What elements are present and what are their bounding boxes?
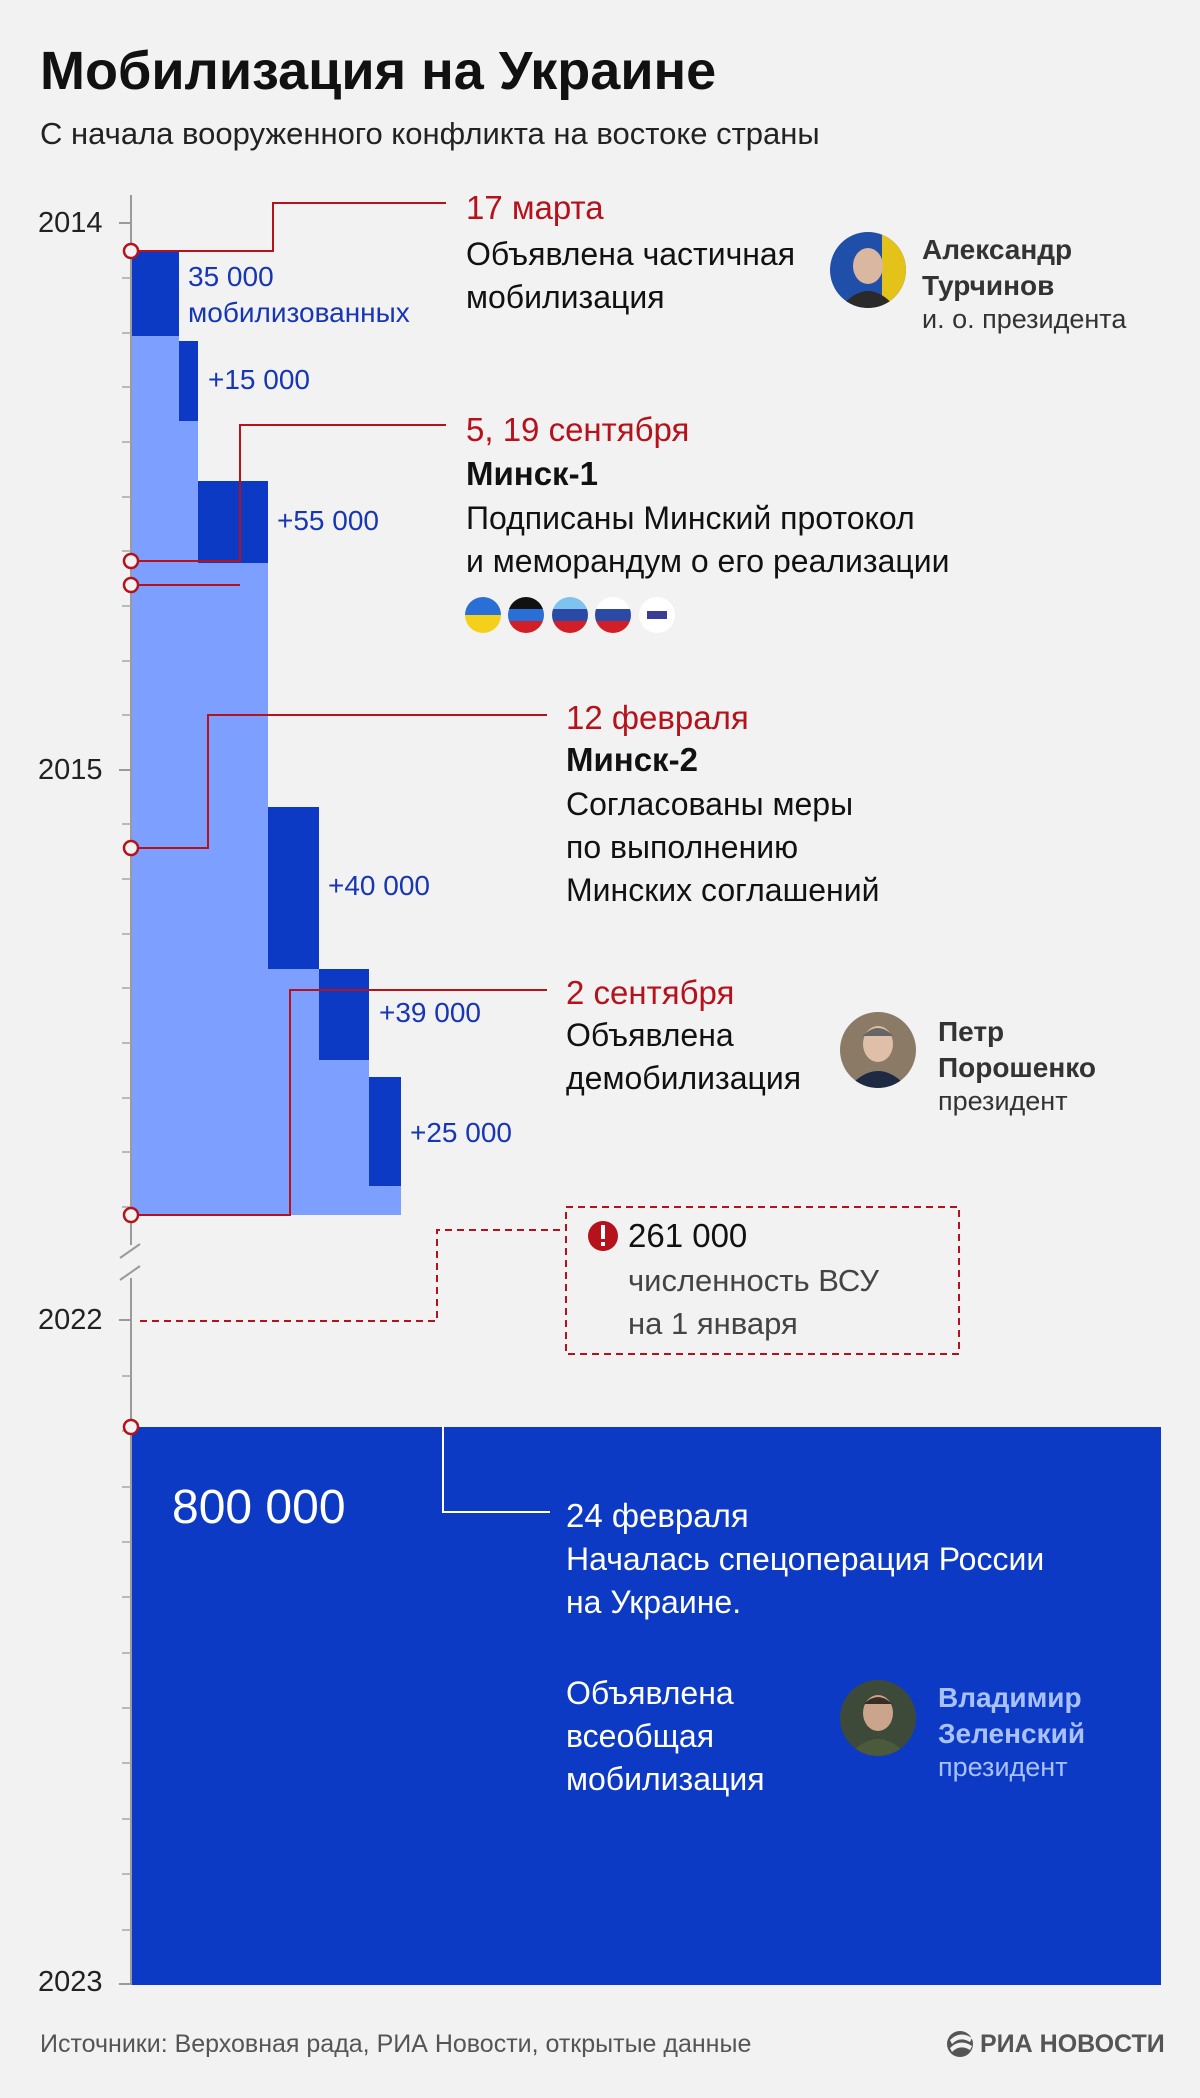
mobilization-waves <box>131 251 401 1186</box>
marker-e2b <box>122 576 140 594</box>
afu-text: численность ВСУ на 1 января <box>628 1263 879 1341</box>
connector-e2a <box>131 424 446 562</box>
event-head-e2: Минск-1 <box>466 455 598 492</box>
flag-ukraine-icon <box>465 597 501 633</box>
cumulative-area <box>131 336 401 1215</box>
event-text-e5-mobilization: Объявлена всеобщая мобилизация <box>566 1675 765 1797</box>
connector-e5 <box>442 1427 550 1513</box>
wave-label-2: +15 000 <box>208 364 310 395</box>
flag-dpr-icon <box>508 597 545 633</box>
year-label-2023: 2023 <box>38 1966 103 1998</box>
page-title: Мобилизация на Украине <box>40 41 717 101</box>
person-turchinov: Александр Турчинов и. о. президента <box>922 234 1127 334</box>
event-markers <box>122 242 140 1436</box>
event-text-e3: Согласованы меры по выполнению Минских с… <box>566 786 880 908</box>
event-date-e1: 17 марта <box>466 189 604 226</box>
wave-label-5: +39 000 <box>379 997 481 1028</box>
wave-bar-1 <box>131 251 179 336</box>
marker-e1 <box>122 242 140 260</box>
marker-e5 <box>122 1418 140 1436</box>
connector-afu <box>140 1229 566 1322</box>
minsk1-flags <box>465 597 678 638</box>
event-date-e4: 2 сентября <box>566 974 735 1011</box>
cumulative-step-2 <box>179 421 198 1215</box>
event-text-e4: Объявлена демобилизация <box>566 1017 802 1096</box>
flag-lpr-icon <box>551 597 588 633</box>
afu-box <box>565 1206 960 1355</box>
wave-bar-4 <box>268 807 319 969</box>
ria-logo: РИА НОВОСТИ <box>980 2030 1165 2058</box>
wave-label-3: +55 000 <box>277 505 379 536</box>
marker-e3 <box>122 839 140 857</box>
flag-russia-icon <box>595 597 632 633</box>
year-label-2022: 2022 <box>38 1304 103 1336</box>
cumulative-step-1 <box>131 336 179 1215</box>
connector-e1 <box>131 202 446 252</box>
axis-minor-ticks <box>122 277 131 1931</box>
afu-value: 261 000 <box>628 1217 748 1254</box>
marker-e2a <box>122 552 140 570</box>
source-note: Источники: Верховная рада, РИА Новости, … <box>40 2030 752 2058</box>
cumulative-step-3 <box>198 563 268 1215</box>
event-date-e5: 24 февраля <box>566 1497 749 1534</box>
wave-bar-5 <box>319 969 369 1060</box>
person-poroshenko: Петр Порошенко президент <box>938 1016 1097 1116</box>
wave-label-1: 35 000 мобилизованных <box>188 261 410 328</box>
ria-logo-icon <box>947 2031 973 2057</box>
year-label-2014: 2014 <box>38 207 103 239</box>
mobilization-2022-block <box>131 1427 1161 1985</box>
avatar-zelensky <box>840 1680 916 1756</box>
wave-label-6: +25 000 <box>410 1117 512 1148</box>
page-subtitle: С начала вооруженного конфликта на восто… <box>40 116 820 151</box>
connector-e4 <box>131 989 547 1216</box>
event-text-e1: Объявлена частичная мобилизация <box>466 236 796 315</box>
cumulative-step-4 <box>268 969 319 1215</box>
wave-label-4: +40 000 <box>328 870 430 901</box>
event-text-e2: Подписаны Минский протокол и меморандум … <box>466 500 950 579</box>
person-zelensky: Владимир Зеленский президент <box>938 1682 1086 1782</box>
wave-bar-3 <box>198 481 268 563</box>
marker-e4 <box>122 1206 140 1224</box>
wave-bar-2 <box>179 341 198 421</box>
cumulative-step-5 <box>319 1060 369 1215</box>
avatar-poroshenko <box>840 1012 916 1088</box>
osce-logo-icon <box>638 597 675 633</box>
event-date-e2: 5, 19 сентября <box>466 411 690 448</box>
event-text-e5: Началась спецоперация России на Украине. <box>566 1541 1045 1620</box>
mobilization-2022-value: 800 000 <box>172 1481 346 1534</box>
year-label-2015: 2015 <box>38 754 103 786</box>
event-date-e3: 12 февраля <box>566 699 749 736</box>
event-connectors <box>131 202 566 1322</box>
timeline-axis <box>119 195 141 1985</box>
connector-e3 <box>131 714 547 849</box>
event-head-e3: Минск-2 <box>566 741 698 778</box>
wave-bar-6 <box>369 1077 401 1186</box>
cumulative-step-6 <box>369 1186 401 1215</box>
avatar-turchinov <box>830 232 906 308</box>
